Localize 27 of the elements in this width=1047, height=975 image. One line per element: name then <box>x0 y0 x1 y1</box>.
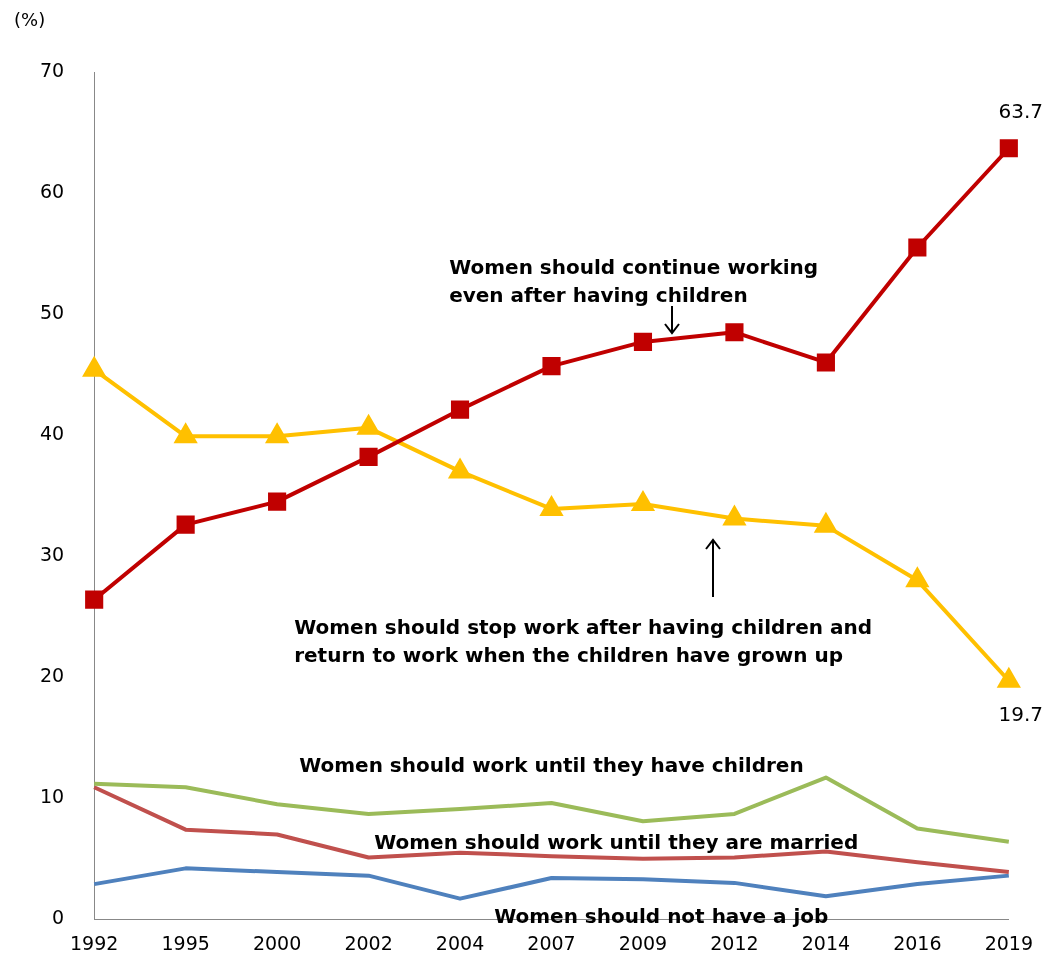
series-label: Women should work until they have children <box>299 753 804 777</box>
x-tick-label: 2014 <box>801 931 851 954</box>
x-tick-label: 2007 <box>527 931 576 954</box>
text: Women should continue working even after having children <box>449 255 819 307</box>
y-tick-label: 0 <box>52 906 65 929</box>
x-tick-label: 1995 <box>161 931 210 954</box>
x-tick-label: 2016 <box>893 931 942 954</box>
x-tick-label: 2019 <box>984 931 1033 954</box>
series-label: Women should work until they are married <box>374 830 859 854</box>
x-tick-label: 2012 <box>710 931 759 954</box>
y-tick-label: 60 <box>39 179 65 202</box>
series-label: Women should not have a job <box>494 904 829 928</box>
y-axis-title: (%) <box>14 9 46 30</box>
x-tick-label: 2004 <box>435 931 485 954</box>
y-tick-label: 50 <box>39 300 65 323</box>
y-tick-label: 20 <box>39 664 65 687</box>
x-tick-label: 1992 <box>70 931 119 954</box>
data-label: 63.7 <box>998 99 1044 124</box>
text: Women should stop work after having children and return to work when the children have grown up <box>294 615 873 667</box>
y-tick-label: 10 <box>39 785 65 808</box>
y-tick-label: 30 <box>39 543 65 566</box>
y-tick-label: 70 <box>39 58 65 81</box>
x-tick-label: 2009 <box>618 931 668 954</box>
x-tick-label: 2000 <box>252 931 302 954</box>
data-label: 19.7 <box>998 701 1044 726</box>
x-tick-label: 2002 <box>344 931 393 954</box>
y-tick-label: 40 <box>39 422 65 445</box>
